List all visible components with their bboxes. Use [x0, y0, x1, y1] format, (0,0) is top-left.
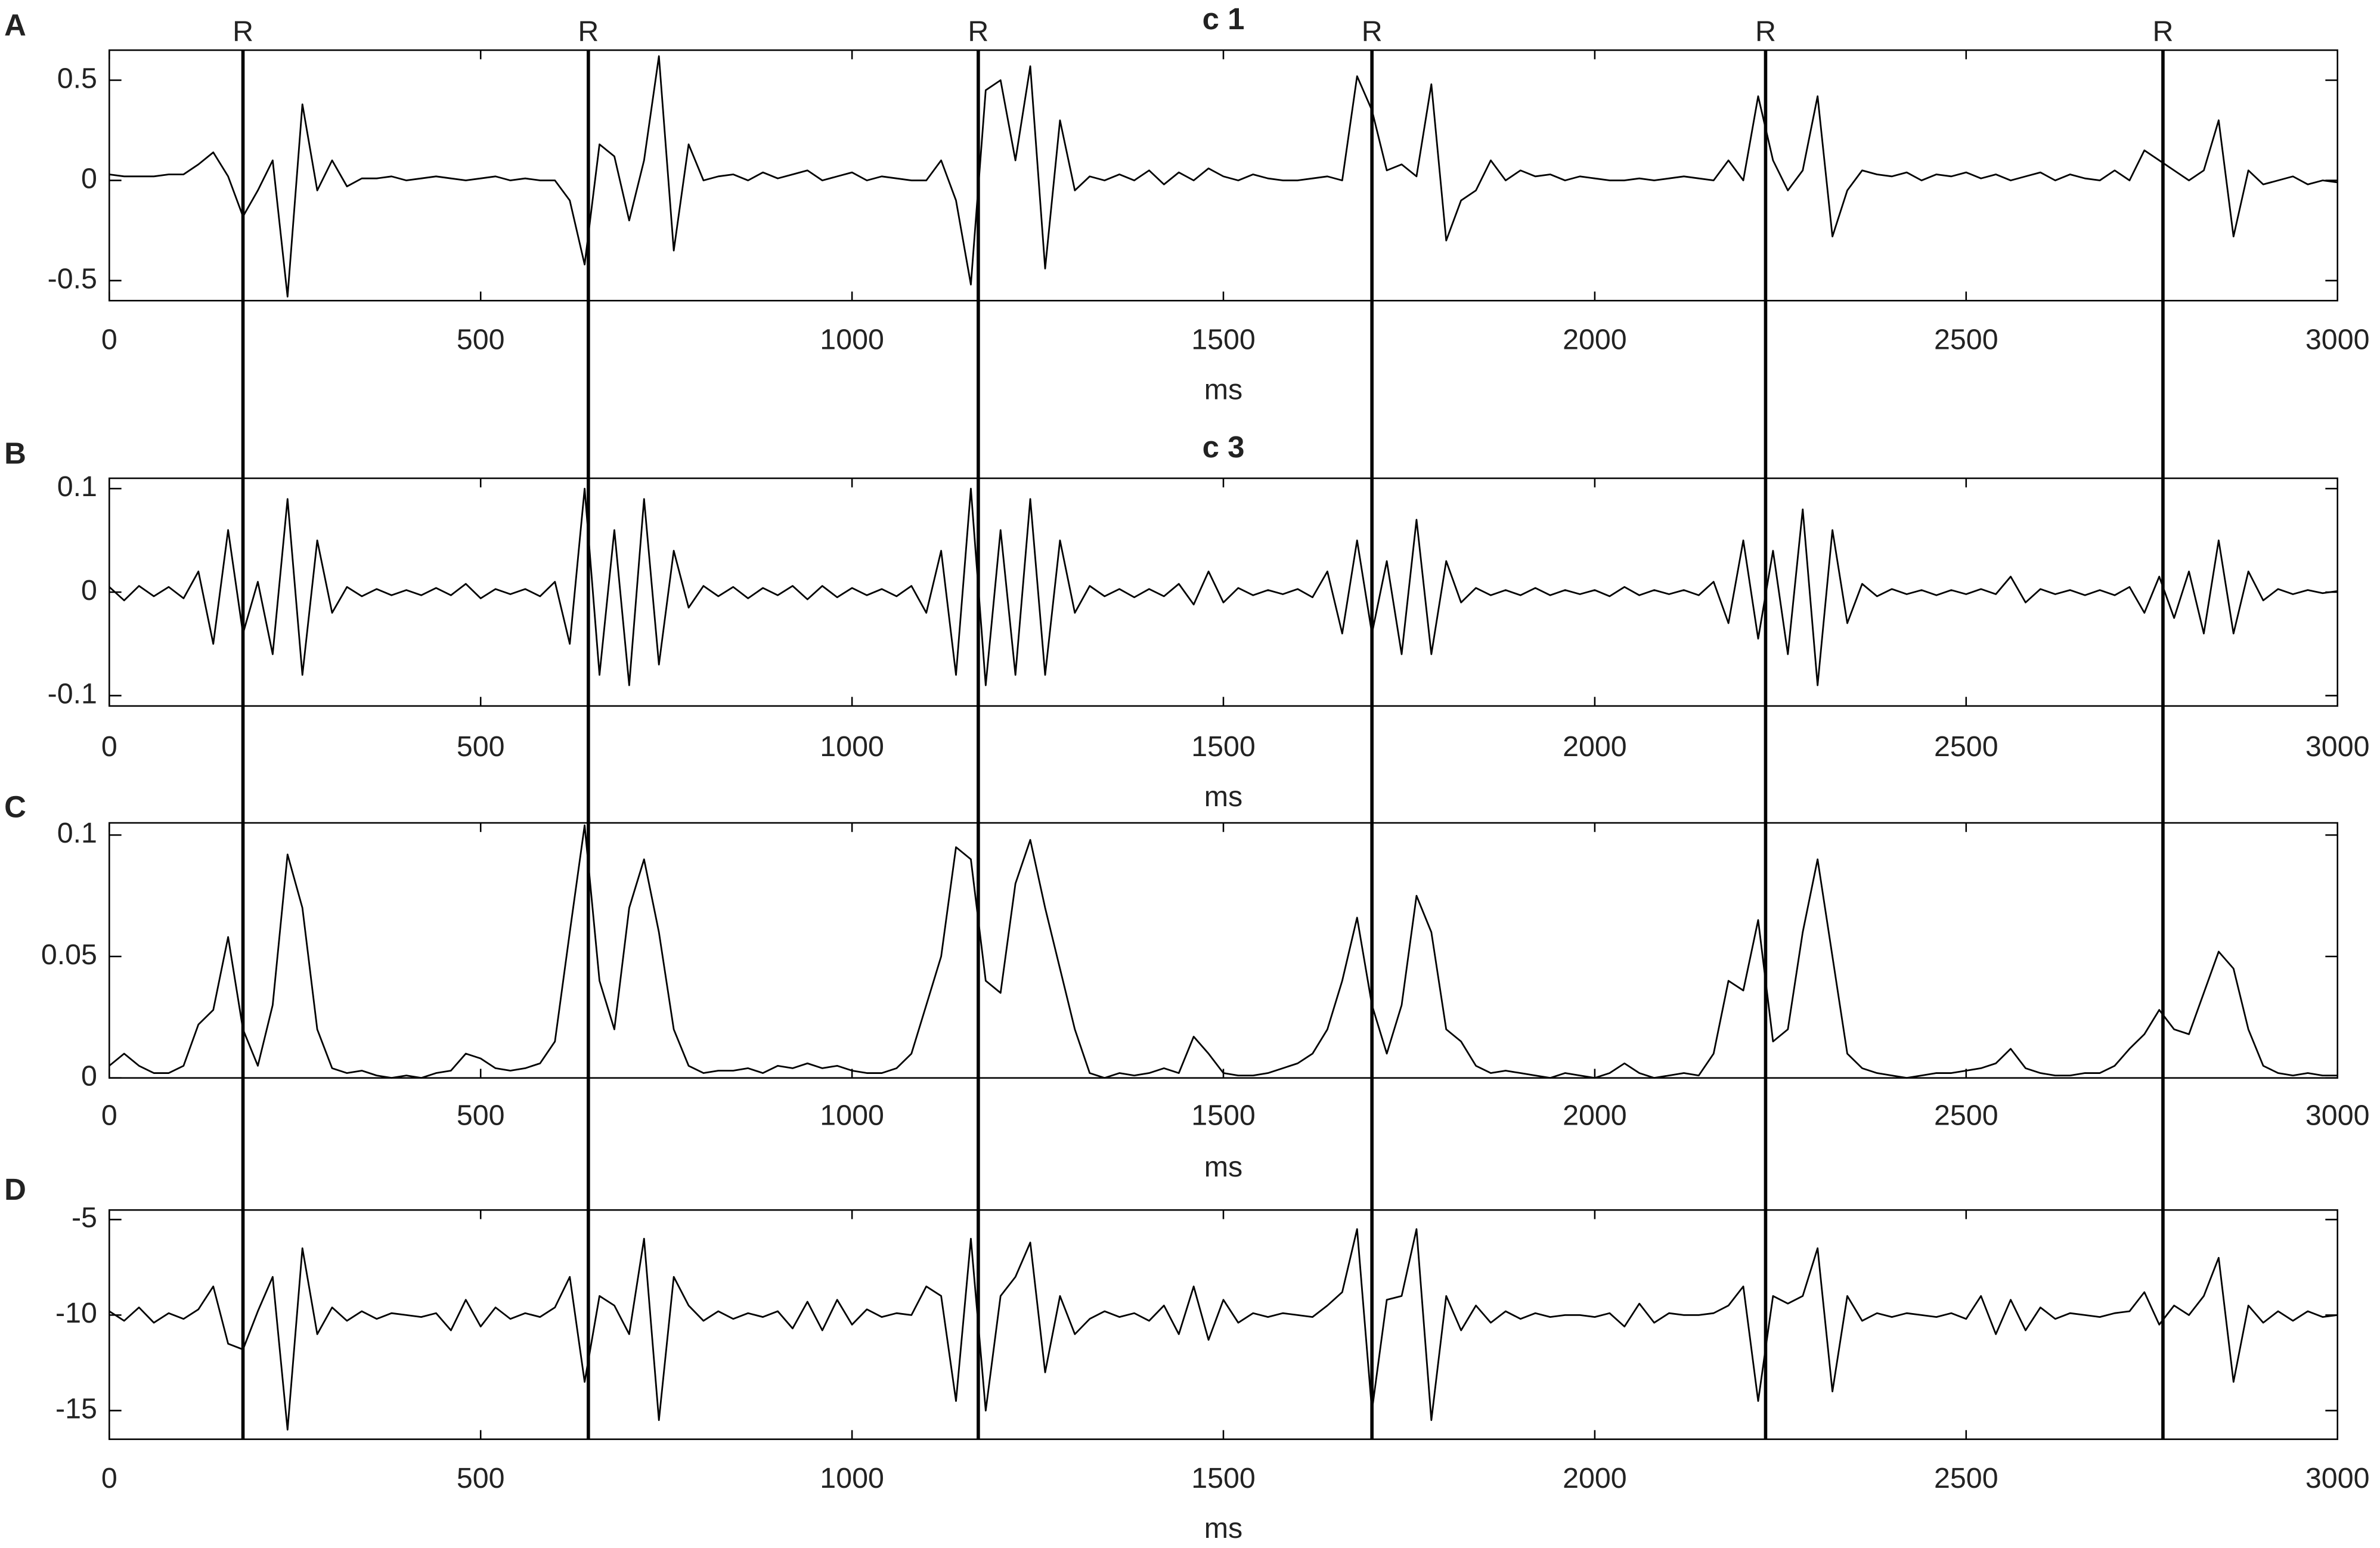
y-tick-label: 0	[81, 162, 97, 194]
plot-frame	[109, 822, 2338, 1079]
signal-line	[109, 1228, 2338, 1431]
r-marker-label: R	[1362, 16, 1383, 48]
panel-label: B	[4, 436, 26, 470]
r-marker-label: R	[578, 16, 599, 48]
y-tick-label: -0.1	[48, 677, 97, 710]
y-tick-label: -5	[72, 1202, 97, 1234]
y-tick-label: 0.1	[57, 470, 97, 503]
signal-line	[109, 824, 2338, 1079]
y-tick-label: 0.1	[57, 817, 97, 849]
x-tick-label: 1000	[820, 1462, 884, 1494]
x-tick-label: 0	[101, 730, 117, 763]
y-tick-label: 0.05	[41, 939, 97, 971]
x-tick-label: 2500	[1934, 730, 1998, 763]
panel-label: A	[4, 8, 26, 42]
x-tick-label: 1000	[820, 324, 884, 356]
y-tick-label: -0.5	[48, 262, 97, 295]
r-marker-label: R	[233, 16, 253, 48]
chart-title: c 1	[1203, 2, 1245, 36]
x-tick-label: 1500	[1191, 1100, 1256, 1132]
x-axis-label: ms	[1204, 1512, 1242, 1544]
x-axis-label: ms	[1204, 1151, 1242, 1183]
r-marker-label: R	[1755, 16, 1776, 48]
y-tick-label: -10	[55, 1297, 97, 1329]
x-tick-label: 500	[457, 1462, 505, 1494]
chart-title: c 3	[1203, 430, 1245, 464]
panel-label: D	[4, 1172, 26, 1206]
x-axis-label: ms	[1204, 374, 1242, 406]
x-tick-label: 3000	[2305, 324, 2370, 356]
x-tick-label: 2000	[1563, 1462, 1627, 1494]
plot-frame	[109, 1209, 2338, 1440]
x-tick-label: 0	[101, 324, 117, 356]
x-tick-label: 1000	[820, 1100, 884, 1132]
y-tick-label: 0	[81, 574, 97, 606]
signal-line	[109, 55, 2338, 298]
x-tick-label: 1500	[1191, 1462, 1256, 1494]
r-marker-label: R	[2152, 16, 2173, 48]
plot-frame	[109, 49, 2338, 302]
x-tick-label: 1500	[1191, 324, 1256, 356]
x-tick-label: 3000	[2305, 1100, 2370, 1132]
x-tick-label: 2000	[1563, 324, 1627, 356]
x-tick-label: 3000	[2305, 730, 2370, 763]
x-tick-label: 2500	[1934, 324, 1998, 356]
y-tick-label: 0.5	[57, 62, 97, 94]
x-tick-label: 3000	[2305, 1462, 2370, 1494]
panel-label: C	[4, 790, 26, 824]
x-tick-label: 2000	[1563, 1100, 1627, 1132]
x-axis-label: ms	[1204, 781, 1242, 813]
x-tick-label: 1500	[1191, 730, 1256, 763]
x-tick-label: 0	[101, 1462, 117, 1494]
signal-line	[109, 488, 2338, 686]
x-tick-label: 2500	[1934, 1100, 1998, 1132]
x-tick-label: 500	[457, 1100, 505, 1132]
x-tick-label: 2500	[1934, 1462, 1998, 1494]
x-tick-label: 500	[457, 730, 505, 763]
y-tick-label: -15	[55, 1392, 97, 1425]
r-marker-label: R	[968, 16, 988, 48]
y-tick-label: 0	[81, 1060, 97, 1092]
x-tick-label: 2000	[1563, 730, 1627, 763]
x-tick-label: 1000	[820, 730, 884, 763]
x-tick-label: 0	[101, 1100, 117, 1132]
x-tick-label: 500	[457, 324, 505, 356]
